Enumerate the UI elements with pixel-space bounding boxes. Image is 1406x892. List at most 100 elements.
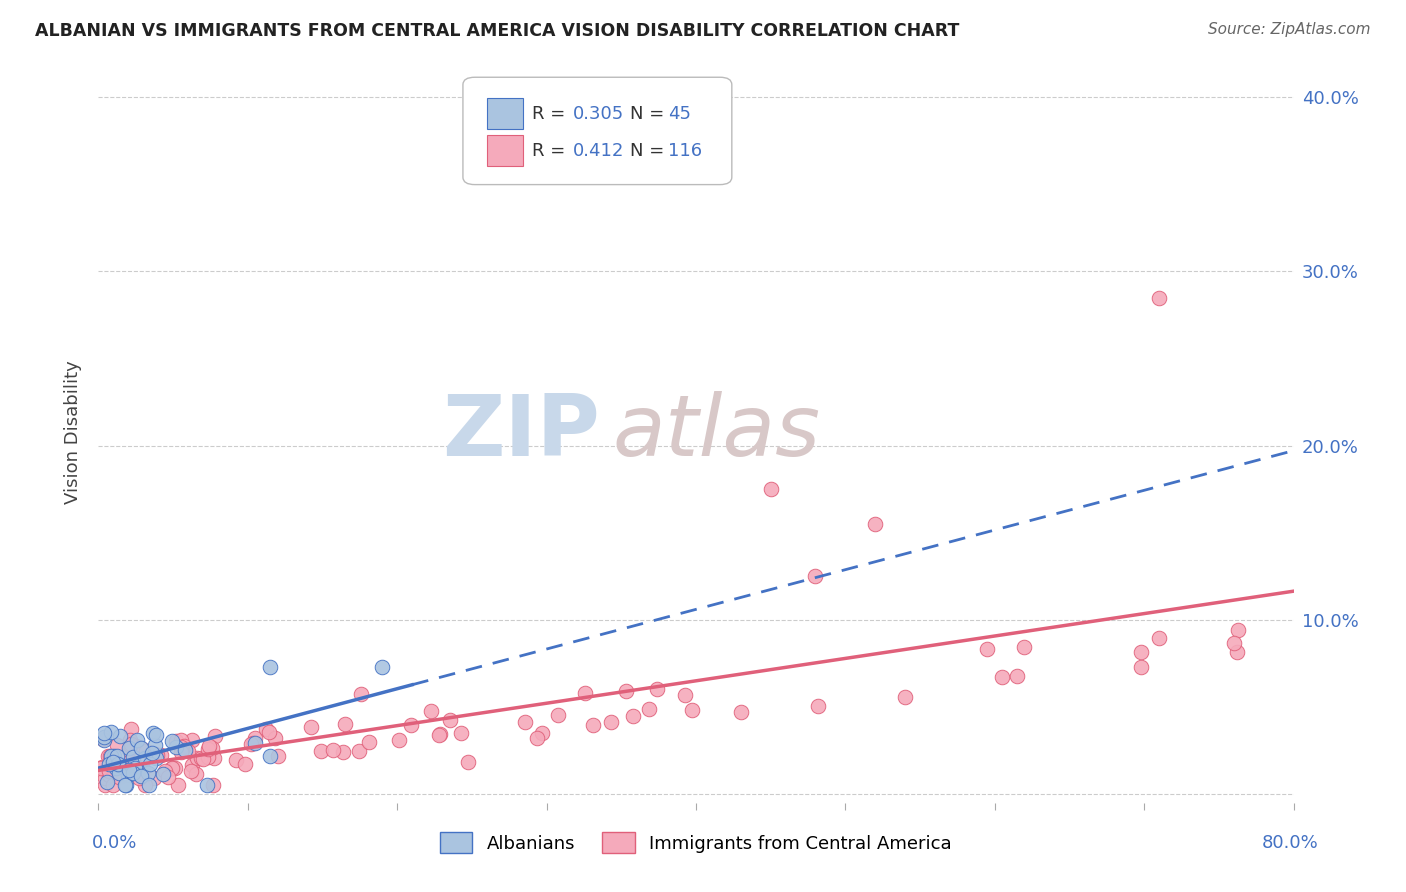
- Point: [108, 770, 131, 784]
- Point: [93, 733, 115, 747]
- Point: [139, 756, 162, 771]
- Text: R =: R =: [533, 104, 571, 122]
- Point: [165, 734, 187, 748]
- Point: [134, 778, 156, 792]
- Point: [155, 764, 177, 778]
- Point: [359, 734, 381, 748]
- Point: [118, 763, 141, 777]
- Point: [547, 707, 569, 722]
- Point: [429, 728, 451, 742]
- Point: [105, 749, 128, 764]
- Point: [94, 771, 117, 785]
- Point: [152, 767, 174, 781]
- Point: [115, 764, 138, 778]
- Legend: Albanians, Immigrants from Central America: Albanians, Immigrants from Central Ameri…: [433, 825, 959, 861]
- Point: [170, 739, 193, 754]
- Point: [146, 748, 169, 763]
- Point: [103, 748, 125, 763]
- Point: [515, 715, 537, 730]
- Point: [118, 742, 141, 756]
- Point: [201, 740, 224, 755]
- Point: [100, 725, 122, 739]
- Point: [180, 764, 202, 778]
- Text: atlas: atlas: [613, 391, 820, 475]
- Point: [172, 741, 194, 756]
- Point: [804, 569, 827, 583]
- Text: N =: N =: [630, 142, 671, 160]
- Point: [118, 741, 141, 756]
- Point: [167, 778, 190, 792]
- Point: [174, 743, 197, 757]
- Point: [350, 687, 373, 701]
- Point: [1007, 669, 1029, 683]
- Point: [600, 715, 623, 730]
- Point: [98, 764, 121, 778]
- Point: [638, 702, 661, 716]
- Point: [165, 739, 187, 754]
- Text: Source: ZipAtlas.com: Source: ZipAtlas.com: [1208, 22, 1371, 37]
- Point: [121, 749, 143, 764]
- Point: [169, 732, 191, 747]
- Text: 45: 45: [668, 104, 692, 122]
- Point: [138, 778, 160, 792]
- Point: [156, 770, 179, 784]
- Point: [115, 778, 138, 792]
- Point: [1147, 631, 1170, 645]
- Point: [243, 731, 266, 745]
- Point: [399, 718, 422, 732]
- Point: [976, 642, 998, 657]
- Point: [259, 749, 281, 764]
- Point: [118, 757, 141, 772]
- Text: 0.305: 0.305: [572, 104, 624, 122]
- Point: [128, 771, 150, 785]
- Point: [645, 681, 668, 696]
- Point: [574, 686, 596, 700]
- Point: [184, 767, 207, 781]
- Point: [309, 743, 332, 757]
- Point: [101, 778, 124, 792]
- Point: [118, 738, 141, 752]
- Point: [202, 751, 225, 765]
- Point: [201, 778, 224, 792]
- Point: [233, 756, 256, 771]
- Point: [526, 731, 548, 745]
- Y-axis label: Vision Disability: Vision Disability: [65, 360, 83, 505]
- Point: [420, 704, 443, 718]
- Point: [673, 688, 696, 702]
- Point: [91, 760, 114, 774]
- Point: [621, 709, 644, 723]
- Point: [614, 684, 637, 698]
- Point: [94, 778, 117, 792]
- Text: 0.0%: 0.0%: [91, 834, 136, 852]
- Point: [134, 750, 156, 764]
- Point: [865, 517, 887, 532]
- Point: [117, 768, 139, 782]
- Point: [173, 739, 195, 753]
- Point: [143, 739, 166, 753]
- Point: [107, 756, 129, 771]
- Point: [457, 756, 479, 770]
- Point: [107, 765, 129, 780]
- Text: ZIP: ZIP: [443, 391, 600, 475]
- Point: [439, 713, 461, 727]
- Point: [145, 728, 167, 742]
- Point: [267, 748, 290, 763]
- Point: [1012, 640, 1035, 654]
- Point: [160, 761, 183, 775]
- Point: [181, 758, 204, 772]
- Point: [129, 740, 152, 755]
- Point: [1130, 645, 1153, 659]
- Point: [118, 755, 141, 769]
- Point: [122, 762, 145, 776]
- Point: [991, 670, 1014, 684]
- Point: [1223, 636, 1246, 650]
- Point: [163, 761, 186, 775]
- Point: [371, 660, 394, 674]
- Point: [1226, 623, 1249, 637]
- Text: N =: N =: [630, 104, 671, 122]
- Point: [1147, 291, 1170, 305]
- Text: 116: 116: [668, 142, 703, 160]
- FancyBboxPatch shape: [486, 135, 523, 166]
- Point: [190, 751, 212, 765]
- Point: [242, 735, 264, 749]
